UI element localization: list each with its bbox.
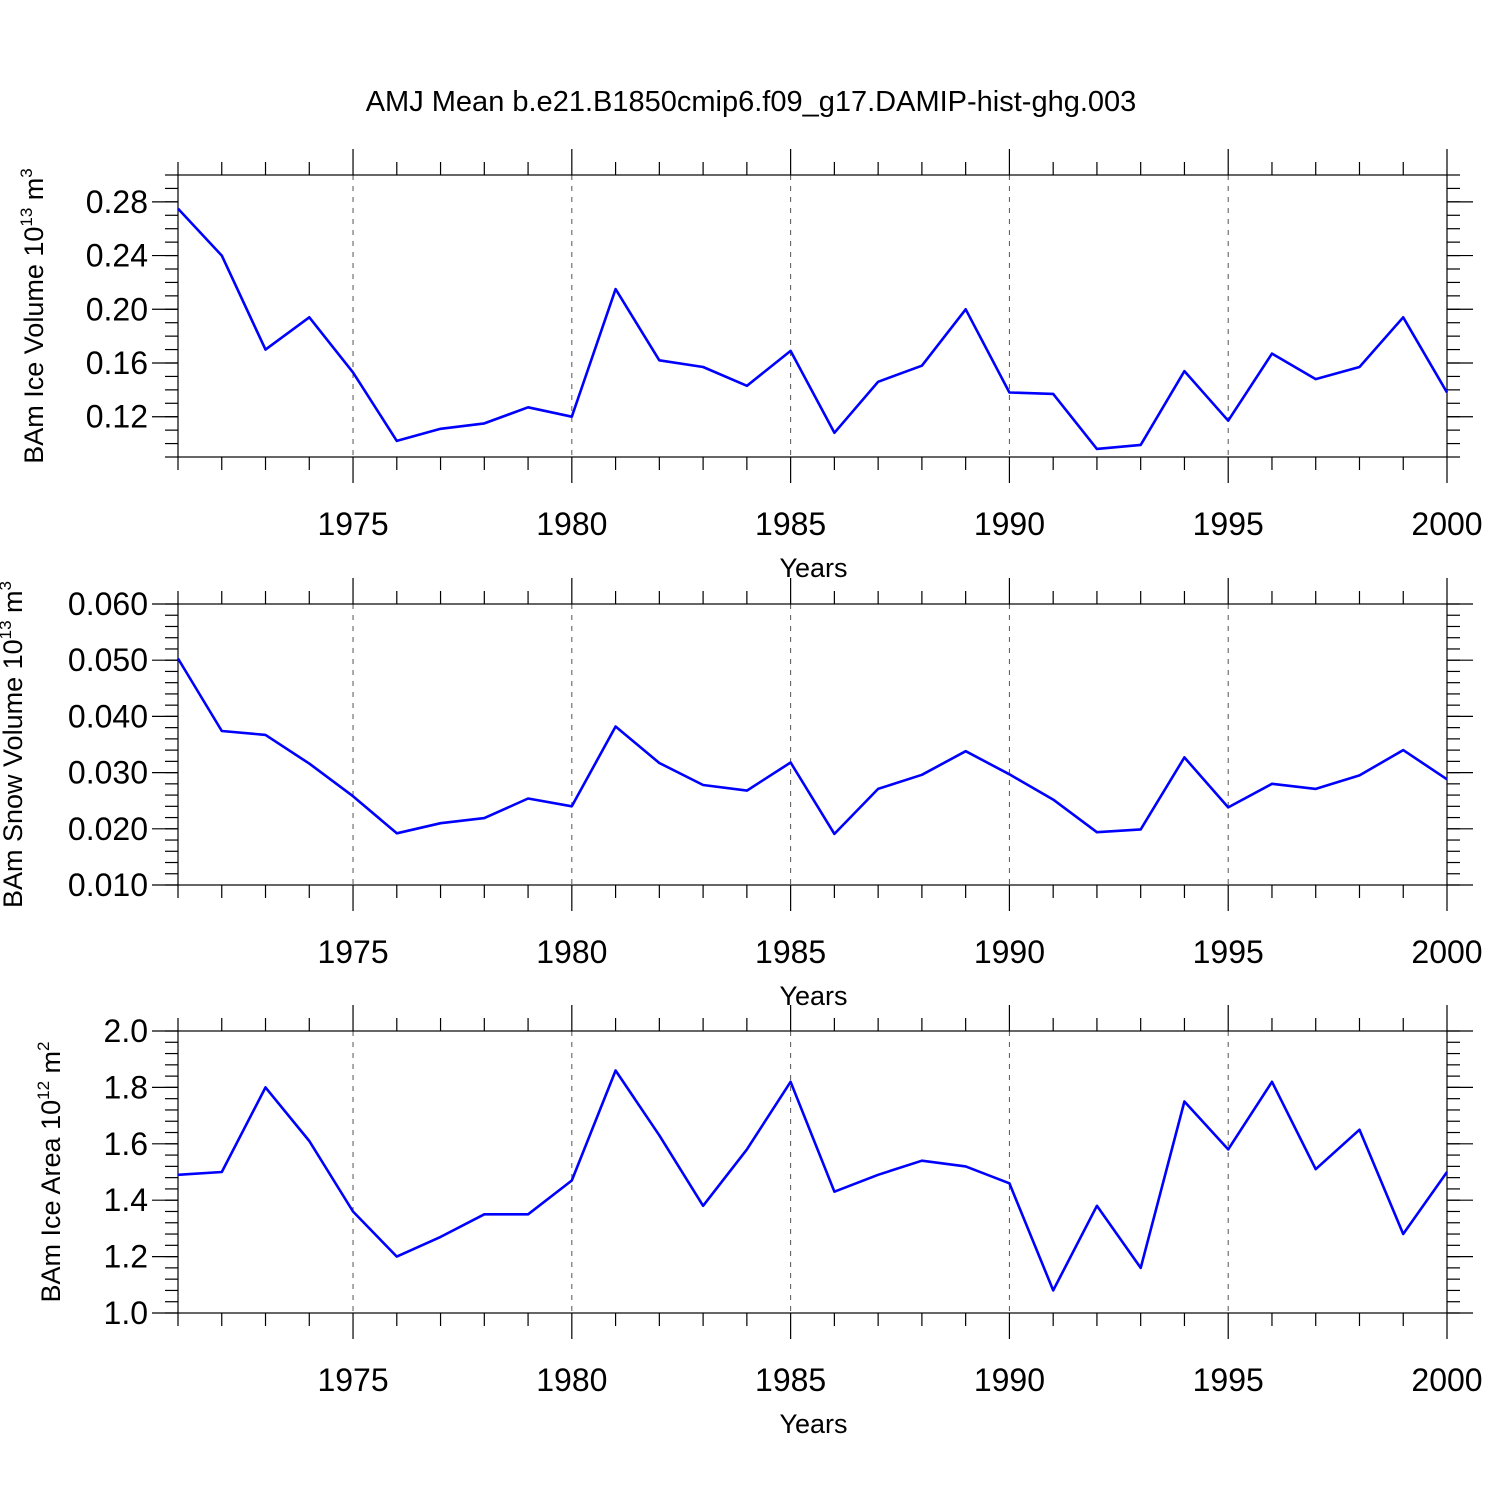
y-axis-label-superscript: 13 — [17, 208, 36, 227]
y-tick-label: 1.0 — [104, 1295, 148, 1331]
y-axis-label-text: BAm Ice Area 10 — [36, 1100, 66, 1303]
x-tick-label: 1975 — [317, 934, 388, 970]
figure-title: AMJ Mean b.e21.B1850cmip6.f09_g17.DAMIP-… — [366, 86, 1137, 118]
y-axis-label: BAm Ice Area 1012 m2 — [34, 1042, 66, 1303]
x-axis-label: Years — [779, 981, 847, 1011]
y-axis-label-superscript: 12 — [34, 1081, 53, 1100]
x-tick-label: 1985 — [755, 934, 826, 970]
x-axis-label: Years — [779, 1409, 847, 1439]
y-tick-label: 2.0 — [104, 1013, 148, 1049]
y-tick-label: 1.4 — [104, 1182, 148, 1218]
y-tick-label: 0.010 — [68, 867, 148, 903]
plot-frame — [177, 1030, 1448, 1314]
y-tick-label: 0.050 — [68, 642, 148, 678]
x-tick-label: 1985 — [755, 506, 826, 542]
y-axis-label-text: BAm Snow Volume 10 — [0, 639, 28, 908]
panel-ice-area: 1.0 1.2 1.4 1.6 1.8 2.0 1975 1980 1985 1990 1995 20… — [34, 1005, 1483, 1439]
y-axis-label-text: m — [36, 1051, 66, 1081]
x-tick-label: 1995 — [1193, 1362, 1264, 1398]
y-axis-label: BAm Snow Volume 1013 m3 — [0, 581, 28, 908]
x-axis-label: Years — [779, 553, 847, 583]
y-tick-label: 0.040 — [68, 698, 148, 734]
x-tick-label: 1980 — [536, 506, 607, 542]
x-tick-label: 1995 — [1193, 506, 1264, 542]
y-axis-label-text: m — [0, 590, 28, 620]
x-tick-label: 2000 — [1411, 934, 1482, 970]
x-tick-label: 1980 — [536, 934, 607, 970]
y-tick-label: 0.24 — [86, 238, 148, 274]
x-tick-label: 1985 — [755, 1362, 826, 1398]
x-tick-label: 1980 — [536, 1362, 607, 1398]
x-tick-label: 1990 — [974, 1362, 1045, 1398]
plot-frame — [177, 603, 1448, 886]
x-tick-label: 1975 — [317, 506, 388, 542]
y-axis-label-text: m — [19, 178, 49, 208]
y-axis-label-superscript: 2 — [34, 1042, 53, 1051]
x-tick-label: 2000 — [1411, 1362, 1482, 1398]
series-line — [177, 1069, 1449, 1292]
panel-ice-volume: 0.12 0.16 0.20 0.24 0.28 1975 1980 1985 1990 1995… — [17, 149, 1483, 583]
y-tick-label: 0.20 — [86, 291, 148, 327]
x-tick-label: 1995 — [1193, 934, 1264, 970]
y-axis-label-superscript: 3 — [17, 168, 36, 177]
y-tick-label: 1.6 — [104, 1126, 148, 1162]
y-tick-label: 0.030 — [68, 755, 148, 791]
y-axis-label-superscript: 13 — [0, 620, 15, 639]
y-tick-label: 0.28 — [86, 184, 148, 220]
y-tick-label: 0.060 — [68, 586, 148, 622]
x-tick-label: 1975 — [317, 1362, 388, 1398]
y-tick-label: 1.2 — [104, 1239, 148, 1275]
y-axis-label: BAm Ice Volume 1013 m3 — [17, 168, 49, 464]
series-line — [176, 657, 1448, 836]
y-tick-label: 0.020 — [68, 811, 148, 847]
x-tick-label: 1990 — [974, 506, 1045, 542]
y-tick-label: 0.16 — [86, 345, 148, 381]
panel-snow-volume: 0.010 0.020 0.030 0.040 0.050 0.060 1975 1980 19… — [0, 578, 1483, 1011]
y-tick-label: 0.12 — [86, 399, 148, 435]
y-axis-label-text: BAm Ice Volume 10 — [19, 227, 49, 464]
x-tick-label: 2000 — [1411, 506, 1482, 542]
plot-frame — [177, 174, 1448, 458]
y-axis-label-superscript: 3 — [0, 581, 15, 590]
series-line — [177, 207, 1449, 451]
x-tick-label: 1990 — [974, 934, 1045, 970]
y-tick-label: 1.8 — [104, 1069, 148, 1105]
